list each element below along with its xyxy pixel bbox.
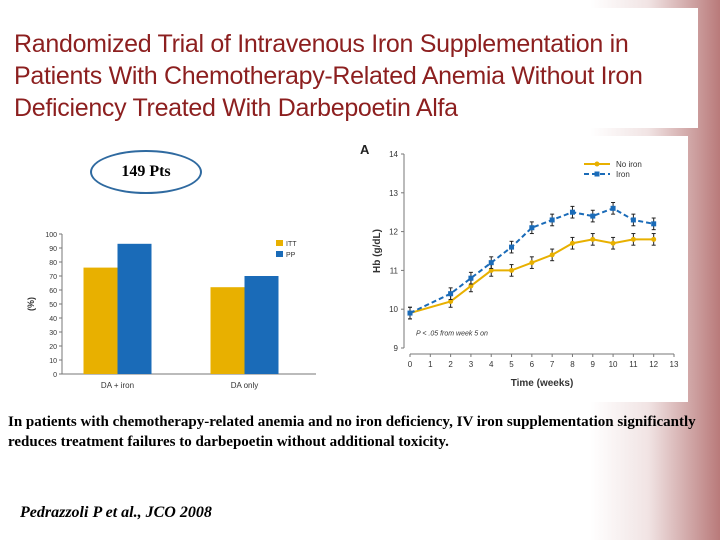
bar-y-tick-label: 0	[53, 372, 57, 379]
line-y-tick-label: 14	[389, 150, 398, 159]
data-point	[631, 217, 636, 222]
data-point	[651, 221, 656, 226]
series-line-no-iron	[410, 239, 654, 313]
line-y-tick-label: 13	[389, 189, 398, 198]
bar-y-tick-label: 10	[49, 358, 57, 365]
bar-y-tick-label: 40	[49, 316, 57, 323]
line-chart-panel: A 9 10 11 12 13 14 0 1 2 3 4 5 6 7 8 9 10 11 12 13 Time (week…	[356, 136, 688, 402]
line-x-tick-label: 3	[469, 360, 474, 369]
line-y-tick-label: 11	[390, 266, 399, 275]
line-x-tick-label: 12	[649, 360, 658, 369]
data-point	[550, 217, 555, 222]
line-legend-label: No iron	[616, 160, 642, 169]
bar-itt	[84, 268, 118, 374]
title-line-1: Randomized Trial of Intravenous Iron Sup…	[14, 30, 628, 59]
data-point	[631, 237, 636, 242]
line-x-tick-label: 1	[428, 360, 433, 369]
line-y-tick-label: 10	[389, 305, 398, 314]
bar-legend-label: ITT	[286, 241, 297, 248]
data-point	[590, 214, 595, 219]
line-x-tick-label: 0	[408, 360, 413, 369]
line-x-tick-label: 6	[530, 360, 535, 369]
patient-count-badge: 149 Pts	[90, 150, 202, 194]
panel-label: A	[360, 142, 370, 157]
data-point	[529, 260, 534, 265]
bar-y-axis-label: (%)	[26, 297, 36, 311]
data-point	[611, 206, 616, 211]
caption: In patients with chemotherapy-related an…	[8, 412, 710, 452]
bar-category-label: DA + iron	[101, 381, 134, 390]
line-y-axis-label: Hb (g/dL)	[372, 229, 383, 273]
bar-legend-swatch	[276, 240, 283, 246]
bar-chart-panel: 0 10 20 30 40 50 60 70 80 90 100 (%) DA + iron DA onl…	[16, 222, 320, 402]
title-line-2: Patients With Chemotherapy-Related Anemi…	[14, 62, 643, 91]
line-x-tick-label: 5	[509, 360, 514, 369]
line-y-tick-label: 12	[389, 228, 398, 237]
line-x-axis-label: Time (weeks)	[511, 378, 574, 389]
data-point	[570, 210, 575, 215]
line-x-tick-label: 9	[591, 360, 596, 369]
data-point	[651, 237, 656, 242]
bar-y-tick-label: 90	[49, 246, 57, 253]
data-point	[408, 311, 413, 316]
data-point	[550, 252, 555, 257]
line-x-tick-label: 8	[570, 360, 575, 369]
significance-note: P < .05 from week 5 on	[416, 330, 488, 337]
bar-y-tick-label: 60	[49, 288, 57, 295]
line-legend-marker	[595, 172, 600, 177]
line-legend-label: Iron	[616, 170, 630, 179]
bar-pp	[245, 276, 279, 374]
line-legend-marker	[595, 162, 600, 167]
title-banner: Randomized Trial of Intravenous Iron Sup…	[8, 8, 698, 128]
bar-y-tick-label: 100	[45, 232, 57, 239]
bar-y-tick-label: 30	[49, 330, 57, 337]
bar-pp	[118, 244, 152, 374]
data-point	[468, 276, 473, 281]
title-line-3: Deficiency Treated With Darbepoetin Alfa	[14, 94, 458, 123]
bar-y-tick-label: 20	[49, 344, 57, 351]
data-point	[448, 291, 453, 296]
line-x-tick-label: 7	[550, 360, 555, 369]
bar-y-tick-label: 70	[49, 274, 57, 281]
data-point	[590, 237, 595, 242]
line-x-tick-label: 11	[629, 360, 638, 369]
bar-category-label: DA only	[231, 381, 259, 390]
bar-y-tick-label: 80	[49, 260, 57, 267]
line-x-tick-label: 10	[609, 360, 618, 369]
data-point	[570, 241, 575, 246]
data-point	[509, 245, 514, 250]
citation: Pedrazzoli P et al., JCO 2008	[20, 504, 212, 522]
line-x-tick-label: 2	[448, 360, 453, 369]
line-x-tick-label: 4	[489, 360, 494, 369]
bar-legend-label: PP	[286, 252, 296, 259]
bar-y-tick-label: 50	[49, 302, 57, 309]
data-point	[529, 225, 534, 230]
bar-chart: 0 10 20 30 40 50 60 70 80 90 100 (%) DA + iron DA onl…	[16, 222, 320, 402]
bar-itt	[211, 287, 245, 374]
line-y-tick-label: 9	[394, 344, 399, 353]
line-x-tick-label: 13	[670, 360, 679, 369]
data-point	[489, 260, 494, 265]
data-point	[509, 268, 514, 273]
bar-legend-swatch	[276, 251, 283, 257]
data-point	[611, 241, 616, 246]
